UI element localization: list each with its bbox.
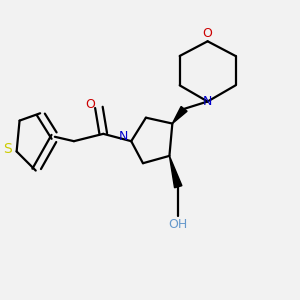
- Text: N: N: [119, 130, 129, 143]
- Text: S: S: [3, 142, 12, 156]
- Text: O: O: [203, 27, 212, 40]
- Polygon shape: [169, 156, 182, 188]
- Text: OH: OH: [169, 218, 188, 231]
- Text: O: O: [86, 98, 96, 111]
- Polygon shape: [172, 106, 187, 124]
- Text: N: N: [203, 95, 212, 108]
